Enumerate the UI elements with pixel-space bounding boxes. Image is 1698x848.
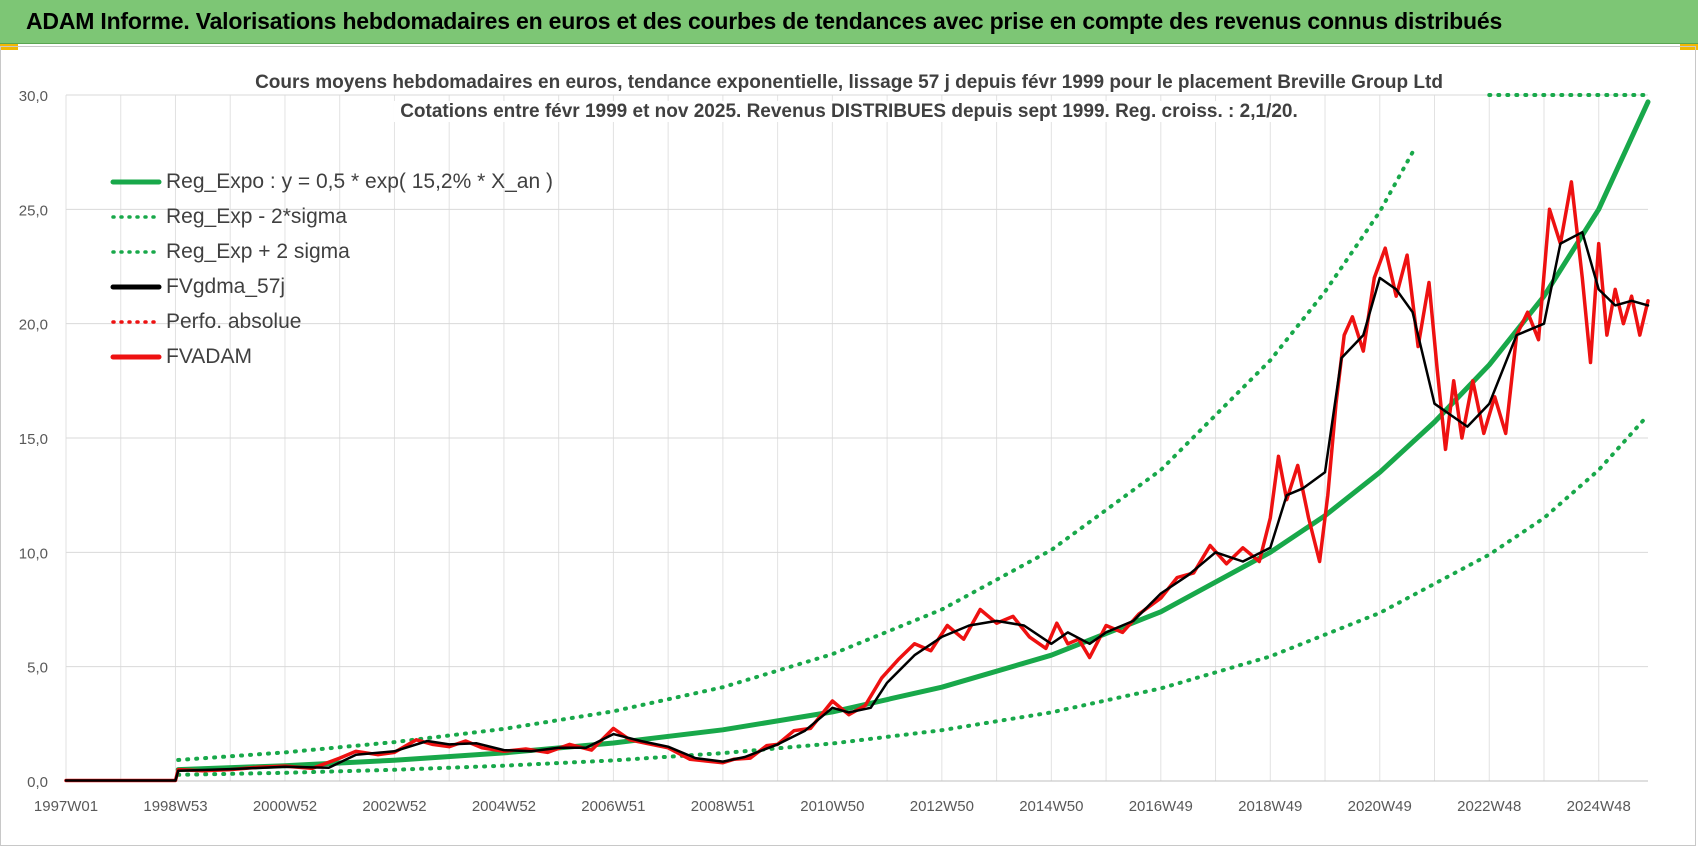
x-tick-label: 2018W49 [1238,798,1302,815]
y-tick-label: 30,0 [19,88,48,105]
legend: Reg_Expo : y = 0,5 * exp( 15,2% * X_an )… [110,164,553,374]
x-tick-label: 2024W48 [1567,798,1631,815]
legend-item: Perfo. absolue [110,304,553,339]
legend-label: FVADAM [166,344,252,368]
x-tick-label: 1998W53 [143,798,207,815]
x-tick-label: 2016W49 [1129,798,1193,815]
x-tick-label: 2010W50 [800,798,864,815]
chart-frame [0,46,1696,846]
series-line-1 [176,413,1650,777]
x-tick-label: 2022W48 [1457,798,1521,815]
x-tick-label: 2014W50 [1019,798,1083,815]
x-tick-label: 2012W50 [910,798,974,815]
legend-item: Reg_Exp - 2*sigma [110,199,553,234]
y-tick-label: 20,0 [19,317,48,334]
legend-swatch [110,353,162,361]
legend-swatch [110,283,162,291]
series-line-3 [64,230,1650,782]
x-tick-label: 2000W52 [253,798,317,815]
corner-mark-left [0,44,18,50]
y-tick-label: 0,0 [27,774,48,791]
x-tick-label: 2004W52 [472,798,536,815]
legend-swatch [110,178,162,186]
legend-label: FVgdma_57j [166,274,286,298]
legend-label: Perfo. absolue [166,309,302,333]
x-tick-label: 2006W51 [581,798,645,815]
axes: 0,0 5,0 10,0 15,0 20,0 25,0 30,0 1997W01 1998W53… [19,88,1648,815]
y-tick-label: 15,0 [19,431,48,448]
legend-item: FVADAM [110,339,553,374]
legend-item: Reg_Expo : y = 0,5 * exp( 15,2% * X_an ) [110,164,553,199]
x-tick-label: 1997W01 [34,798,98,815]
legend-label: Reg_Exp - 2*sigma [166,204,347,228]
legend-label: Reg_Exp + 2 sigma [166,239,350,263]
banner: ADAM Informe. Valorisations hebdomadaire… [0,0,1698,44]
x-tick-label: 2020W49 [1348,798,1412,815]
banner-title: ADAM Informe. Valorisations hebdomadaire… [26,8,1503,34]
legend-swatch [110,248,162,256]
x-tick-label: 2002W52 [362,798,426,815]
corner-mark-right [1680,44,1698,50]
y-tick-label: 25,0 [19,202,48,219]
legend-item: Reg_Exp + 2 sigma [110,234,553,269]
y-tick-label: 10,0 [19,545,48,562]
series-layer [64,93,1651,783]
x-tick-label: 2008W51 [691,798,755,815]
y-tick-label: 5,0 [27,660,48,677]
legend-swatch [110,213,162,221]
legend-label: Reg_Expo : y = 0,5 * exp( 15,2% * X_an ) [166,169,553,193]
legend-item: FVgdma_57j [110,269,553,304]
legend-swatch [110,318,162,326]
